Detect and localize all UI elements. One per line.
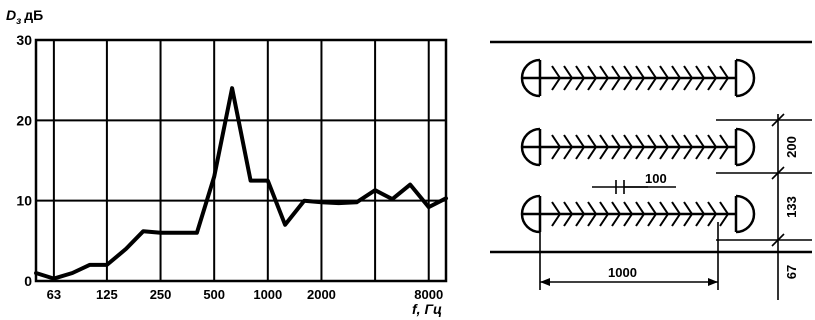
x-tick-label: 500	[203, 287, 225, 302]
absorber-drawing: 100 1000 200 133 67	[490, 40, 812, 300]
y-tick-labels: 0 10 20 30	[16, 32, 32, 289]
edge-offset-label: 67	[784, 265, 799, 279]
x-axis-label: f, Гц	[412, 301, 442, 317]
absorber-rows	[520, 58, 756, 234]
row-spacing-label: 200	[784, 136, 799, 158]
y-tick-label: 20	[16, 112, 32, 128]
x-tick-labels: 63 125 250 500 1000 2000 8000	[47, 287, 444, 302]
absorber-row	[520, 127, 756, 167]
x-tick-label: 8000	[414, 287, 443, 302]
x-tick-label: 250	[150, 287, 172, 302]
length-dimension	[539, 222, 719, 290]
absorber-row	[520, 58, 756, 98]
y-axis-label: Dз дБ	[6, 7, 43, 27]
x-tick-label: 1000	[253, 287, 282, 302]
length-dimension-label: 1000	[608, 265, 637, 280]
plot-frame	[34, 38, 448, 283]
pitch-dimension-label: 100	[645, 171, 667, 186]
y-tick-label: 10	[16, 193, 32, 209]
row-offset-label: 133	[784, 196, 799, 218]
chart: 0 10 20 30 63 125 250 500 1000 2000 8000 Dз дБ f, …	[6, 7, 448, 317]
pitch-dimension	[592, 180, 676, 194]
vertical-dimensions	[716, 113, 812, 300]
x-tick-label: 125	[96, 287, 118, 302]
x-grid	[52, 40, 430, 281]
x-tick-label: 63	[47, 287, 61, 302]
series-line	[34, 86, 448, 281]
y-tick-label: 30	[16, 32, 32, 48]
y-grid	[36, 39, 446, 282]
x-tick-label: 2000	[307, 287, 336, 302]
y-tick-label: 0	[24, 273, 32, 289]
absorber-row	[520, 194, 756, 234]
